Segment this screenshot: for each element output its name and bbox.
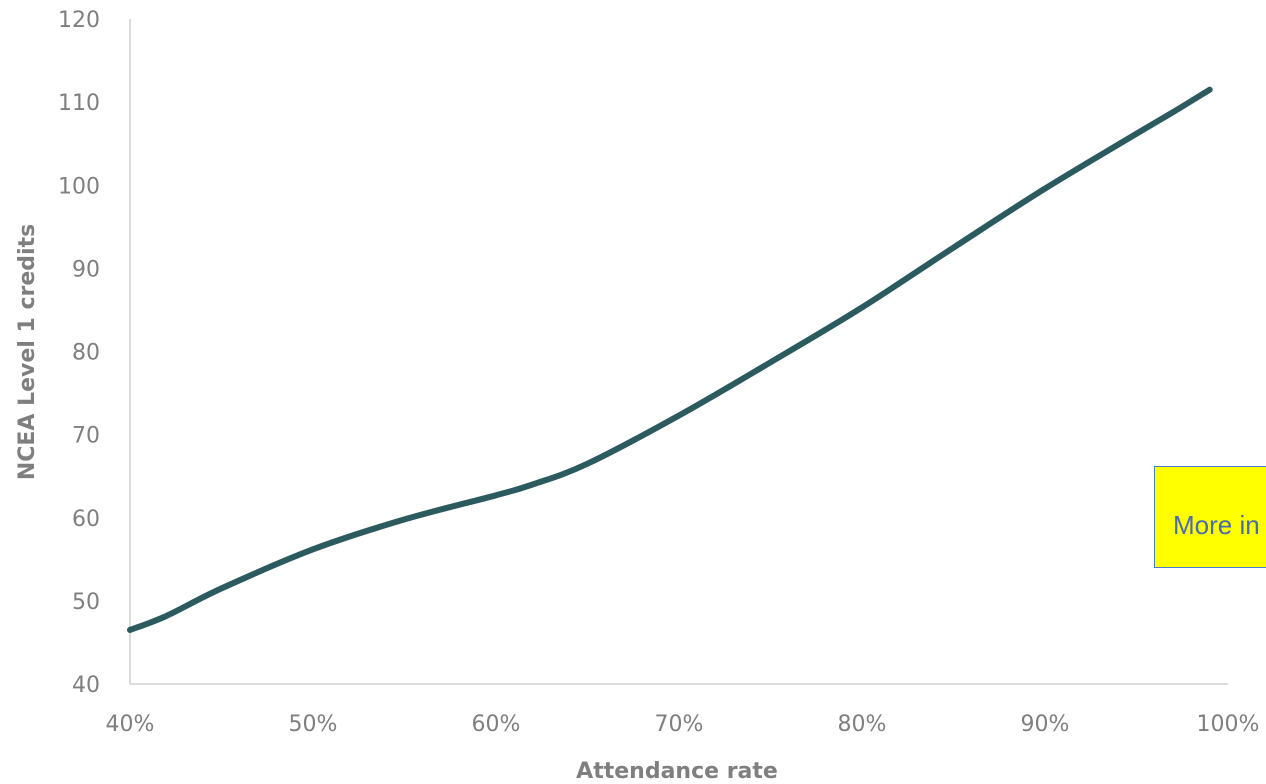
- x-tick-label: 90%: [1021, 712, 1070, 737]
- y-tick-label: 110: [58, 91, 100, 116]
- x-tick-label: 60%: [472, 712, 521, 737]
- y-tick-label: 120: [58, 8, 100, 33]
- more-info-callout[interactable]: More in: [1154, 466, 1266, 568]
- x-tick-label: 40%: [106, 712, 155, 737]
- y-tick-label: 80: [72, 341, 100, 366]
- x-tick-label: 70%: [655, 712, 704, 737]
- y-tick-label: 70: [72, 424, 100, 449]
- y-axis-title: NCEA Level 1 credits: [15, 224, 40, 480]
- y-tick-labels: 40 50 60 70 80 90 100 110 120: [58, 8, 100, 698]
- y-tick-label: 90: [72, 257, 100, 282]
- x-tick-label: 50%: [289, 712, 338, 737]
- y-tick-label: 100: [58, 174, 100, 199]
- y-tick-label: 40: [72, 673, 100, 698]
- y-tick-label: 60: [72, 507, 100, 532]
- axes: [129, 19, 1228, 685]
- callout-text: More in: [1173, 510, 1260, 540]
- series-line: [127, 86, 1213, 633]
- x-axis-title: Attendance rate: [576, 759, 778, 784]
- y-tick-label: 50: [72, 590, 100, 615]
- x-tick-label: 100%: [1197, 712, 1260, 737]
- x-tick-label: 80%: [838, 712, 887, 737]
- x-tick-labels: 40% 50% 60% 70% 80% 90% 100%: [106, 712, 1260, 737]
- series-group: [127, 86, 1213, 633]
